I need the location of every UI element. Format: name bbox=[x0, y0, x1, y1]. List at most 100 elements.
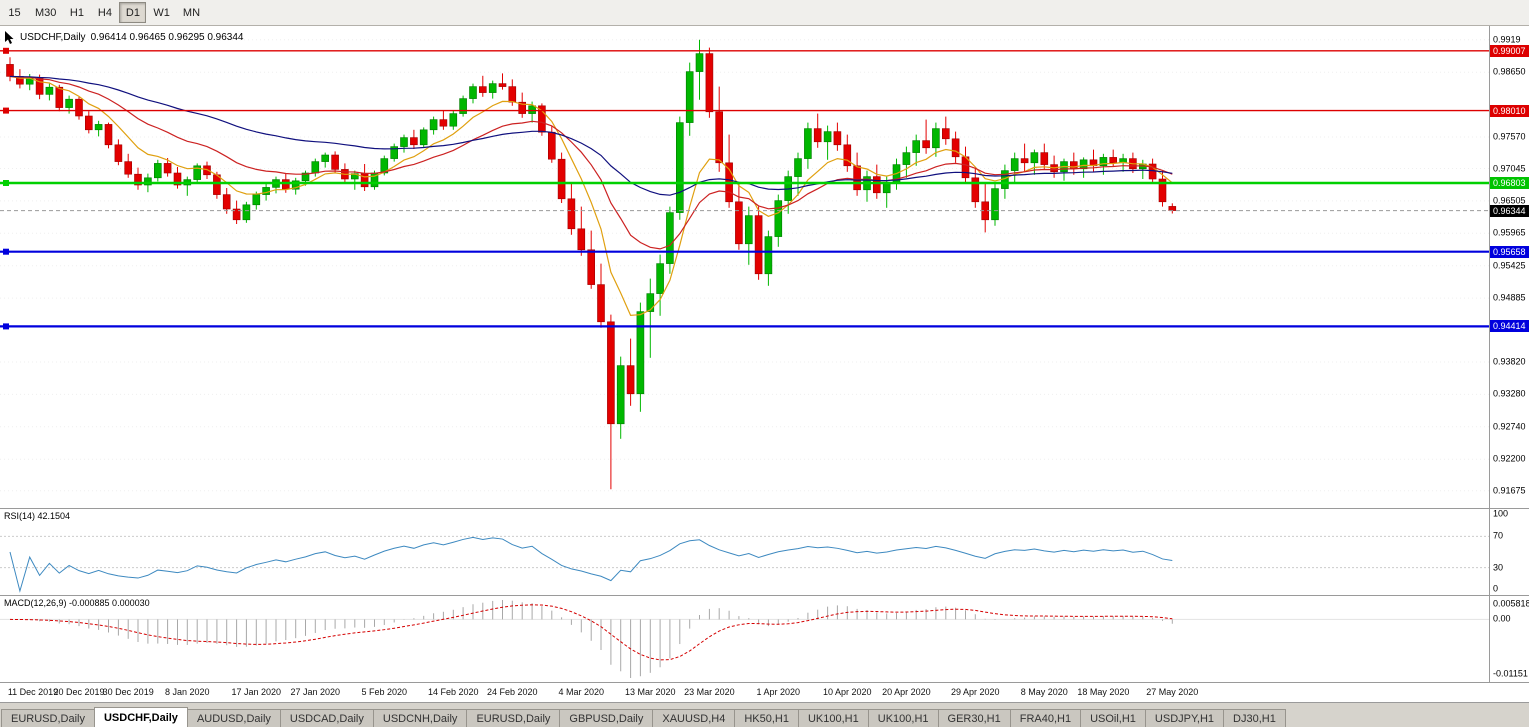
chart-tab-dj30-h1[interactable]: DJ30,H1 bbox=[1223, 709, 1286, 727]
candle bbox=[291, 180, 300, 190]
support-line-0-95658-handle[interactable] bbox=[3, 248, 9, 255]
resistance-line-0-99007-handle[interactable] bbox=[3, 47, 9, 54]
price-axis-label: 0.97570 bbox=[1493, 131, 1526, 142]
chart-ohlc-values: 0.96414 0.96465 0.96295 0.96344 bbox=[90, 32, 244, 43]
chart-tab-audusd-daily[interactable]: AUDUSD,Daily bbox=[186, 709, 281, 727]
chart-tab-usdjpy-h1[interactable]: USDJPY,H1 bbox=[1144, 709, 1225, 727]
macd-indicator-chart[interactable] bbox=[0, 596, 1489, 682]
candle bbox=[1168, 206, 1177, 211]
chart-tab-hk50-h1[interactable]: HK50,H1 bbox=[734, 709, 799, 727]
candle bbox=[597, 284, 605, 323]
time-axis[interactable]: 11 Dec 2019 20 Dec 2019 30 Dec 2019 8 Jan 2… bbox=[0, 683, 1529, 703]
rsi-axis-label: 100 bbox=[1493, 508, 1509, 519]
price-axis-label: 0.91675 bbox=[1493, 485, 1526, 496]
candle bbox=[1099, 157, 1108, 167]
rsi-axis: 100 70 30 0 bbox=[1489, 509, 1529, 595]
chart-tab-eurusd-daily[interactable]: EURUSD,Daily bbox=[466, 709, 561, 727]
candle bbox=[813, 128, 822, 143]
candle bbox=[547, 131, 556, 160]
candle bbox=[774, 200, 783, 237]
moving-average-line-50 bbox=[9, 75, 1173, 196]
price-axis[interactable]: 0.9919 0.98650 0.97570 0.97045 0.96505 0.9596… bbox=[1489, 26, 1529, 508]
candle bbox=[410, 137, 418, 146]
price-axis-label: 0.94885 bbox=[1493, 292, 1526, 303]
candle bbox=[75, 98, 83, 117]
candle bbox=[1030, 152, 1039, 164]
timeframe-button-H1[interactable]: H1 bbox=[63, 2, 90, 23]
price-badge-0-96344: 0.96344 bbox=[1490, 204, 1529, 217]
rsi-axis-label: 70 bbox=[1493, 530, 1504, 541]
chart-tab-usoil-h1[interactable]: USOil,H1 bbox=[1080, 709, 1146, 727]
macd-panel: 0.005818 0.00 -0.01151 MACD(12,26,9) -0.00… bbox=[0, 596, 1529, 683]
timeframe-button-D1[interactable]: D1 bbox=[119, 2, 147, 23]
rsi-indicator-chart[interactable] bbox=[0, 509, 1489, 595]
time-axis-label: 24 Feb 2020 bbox=[487, 687, 538, 697]
chart-tab-uk100-h1[interactable]: UK100,H1 bbox=[797, 709, 869, 727]
candle bbox=[380, 158, 389, 174]
candle bbox=[1020, 158, 1029, 164]
candle bbox=[971, 177, 980, 203]
candle bbox=[85, 115, 93, 131]
timeframe-button-M30[interactable]: M30 bbox=[29, 2, 62, 23]
candle bbox=[154, 163, 162, 179]
timeframe-button-15[interactable]: 15 bbox=[1, 2, 28, 23]
resistance-line-0-98010-handle[interactable] bbox=[3, 107, 9, 114]
chart-tab-usdchf-daily[interactable]: USDCHF,Daily bbox=[93, 707, 188, 727]
time-axis-label: 30 Dec 2019 bbox=[102, 687, 154, 697]
candle bbox=[173, 172, 182, 186]
candle bbox=[124, 161, 132, 175]
chart-tab-ger30-h1[interactable]: GER30,H1 bbox=[937, 709, 1011, 727]
chart-tab-uk100-h1[interactable]: UK100,H1 bbox=[867, 709, 939, 727]
candle bbox=[932, 128, 940, 149]
price-badge-0-99007: 0.99007 bbox=[1490, 44, 1529, 57]
candle bbox=[311, 161, 320, 174]
timeframe-button-MN[interactable]: MN bbox=[177, 2, 206, 23]
price-axis-label: 0.93280 bbox=[1493, 388, 1526, 399]
time-axis-label: 4 Mar 2020 bbox=[558, 687, 605, 697]
candle bbox=[833, 131, 842, 146]
candle bbox=[498, 83, 507, 87]
price-badge-0-96803: 0.96803 bbox=[1490, 177, 1529, 189]
candlestick-chart[interactable] bbox=[0, 26, 1489, 508]
price-badge-0-98010: 0.98010 bbox=[1490, 104, 1529, 117]
candle bbox=[222, 194, 231, 210]
candle bbox=[508, 86, 517, 103]
candle bbox=[163, 163, 172, 174]
main-chart-panel: 0.9919 0.98650 0.97570 0.97045 0.96505 0.9596… bbox=[0, 26, 1529, 509]
candle bbox=[331, 154, 339, 170]
support-line-0-94414-handle[interactable] bbox=[3, 323, 9, 330]
time-axis-label: 5 Feb 2020 bbox=[361, 687, 408, 697]
chart-tab-eurusd-daily[interactable]: EURUSD,Daily bbox=[1, 709, 95, 727]
chart-tab-usdcad-daily[interactable]: USDCAD,Daily bbox=[279, 709, 374, 727]
candle bbox=[439, 119, 448, 127]
timeframe-button-W1[interactable]: W1 bbox=[147, 2, 176, 23]
candle bbox=[666, 212, 674, 264]
chart-tab-gbpusd-daily[interactable]: GBPUSD,Daily bbox=[559, 709, 654, 727]
candle bbox=[744, 215, 753, 245]
time-axis-label: 18 May 2020 bbox=[1077, 687, 1130, 697]
candle bbox=[912, 140, 921, 153]
candle bbox=[646, 293, 655, 312]
candle bbox=[55, 86, 64, 108]
candle bbox=[607, 321, 615, 425]
price-axis-label: 0.9919 bbox=[1493, 34, 1521, 45]
candle bbox=[390, 146, 399, 159]
candle bbox=[6, 64, 14, 77]
price-axis-label: 0.97045 bbox=[1493, 163, 1526, 173]
candle bbox=[695, 53, 704, 72]
chart-tab-xauusd-h4[interactable]: XAUUSD,H4 bbox=[652, 709, 736, 727]
chart-symbol-label: USDCHF,Daily bbox=[20, 32, 86, 43]
price-axis-label: 0.96505 bbox=[1493, 195, 1526, 206]
candle bbox=[94, 124, 103, 131]
chart-tab-usdcnh-daily[interactable]: USDCNH,Daily bbox=[372, 709, 468, 727]
candle bbox=[1079, 159, 1088, 170]
candle bbox=[1070, 161, 1078, 170]
candle bbox=[872, 176, 881, 194]
chart-tab-fra40-h1[interactable]: FRA40,H1 bbox=[1009, 709, 1082, 727]
time-axis-label: 1 Apr 2020 bbox=[756, 687, 801, 697]
support-line-0-96803-handle[interactable] bbox=[3, 180, 9, 186]
timeframe-button-H4[interactable]: H4 bbox=[91, 2, 118, 23]
candle bbox=[1158, 178, 1167, 203]
time-axis-label: 11 Dec 2019 bbox=[7, 687, 59, 697]
candle bbox=[281, 179, 290, 190]
